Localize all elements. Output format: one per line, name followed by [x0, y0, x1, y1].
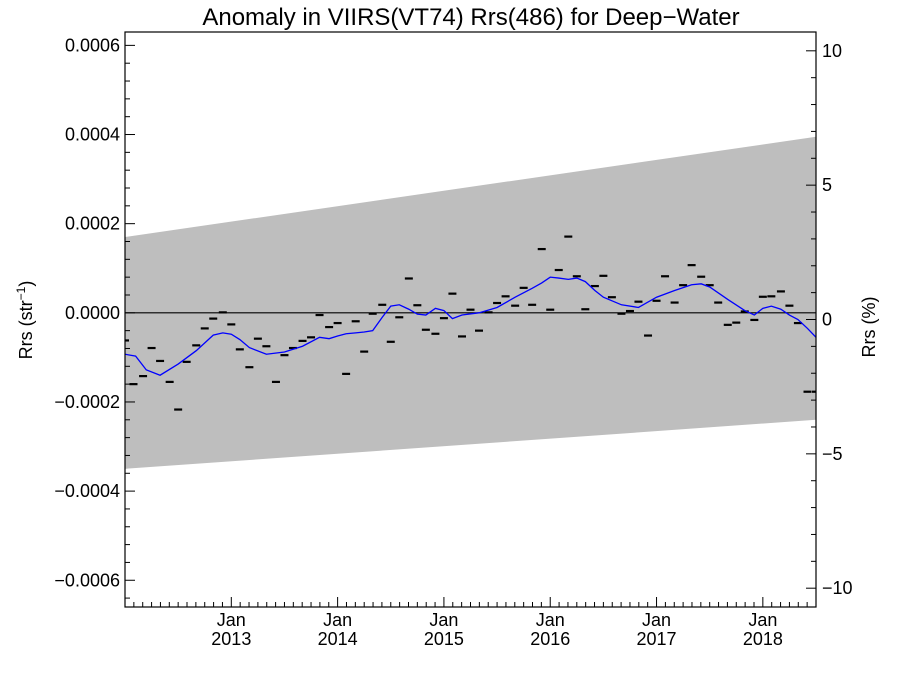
- x-tick-month-label: Jan: [323, 610, 352, 630]
- left-axis-title: Rrs (str−1): [14, 281, 36, 360]
- x-tick-month-label: Jan: [748, 610, 777, 630]
- y-tick-label: 0.0002: [65, 214, 120, 234]
- x-tick-month-label: Jan: [642, 610, 671, 630]
- x-tick-month-label: Jan: [429, 610, 458, 630]
- y-tick-label: −0.0002: [54, 392, 120, 412]
- x-tick-year-label: 2018: [743, 629, 783, 649]
- right-y-axis: −10 −5 0 5 10: [806, 41, 853, 598]
- y-tick-label: 0.0004: [65, 125, 120, 145]
- x-tick-year-label: 2017: [637, 629, 677, 649]
- x-tick-month-label: Jan: [536, 610, 565, 630]
- y-tick-label: −0.0004: [54, 481, 120, 501]
- chart-title: Anomaly in VIIRS(VT74) Rrs(486) for Deep…: [202, 4, 739, 31]
- x-tick-year-label: 2016: [530, 629, 570, 649]
- x-tick-year-label: 2014: [318, 629, 358, 649]
- y-tick-label: 0.0006: [65, 35, 120, 55]
- y-tick-label: −0.0006: [54, 570, 120, 590]
- monthly-anomaly-markers: [125, 235, 816, 411]
- x-axis: Jan2013Jan2014Jan2015Jan2016Jan2017Jan20…: [124, 597, 817, 649]
- x-tick-year-label: 2015: [424, 629, 464, 649]
- running-mean-line: [125, 276, 816, 376]
- right-axis-title: Rrs (%): [859, 297, 879, 358]
- y2-tick-label: −10: [822, 578, 853, 598]
- x-tick-year-label: 2013: [211, 629, 251, 649]
- y2-tick-label: 0: [822, 310, 832, 330]
- uncertainty-band: [125, 136, 816, 469]
- x-tick-month-label: Jan: [217, 610, 246, 630]
- y2-tick-label: 10: [822, 41, 842, 61]
- y-tick-label: 0.0000: [65, 303, 120, 323]
- y2-tick-label: 5: [822, 175, 832, 195]
- y2-tick-label: −5: [822, 444, 843, 464]
- left-y-axis: −0.0006 −0.0004 −0.0002 0.0000 0.0002 0.0004 0…: [54, 35, 135, 599]
